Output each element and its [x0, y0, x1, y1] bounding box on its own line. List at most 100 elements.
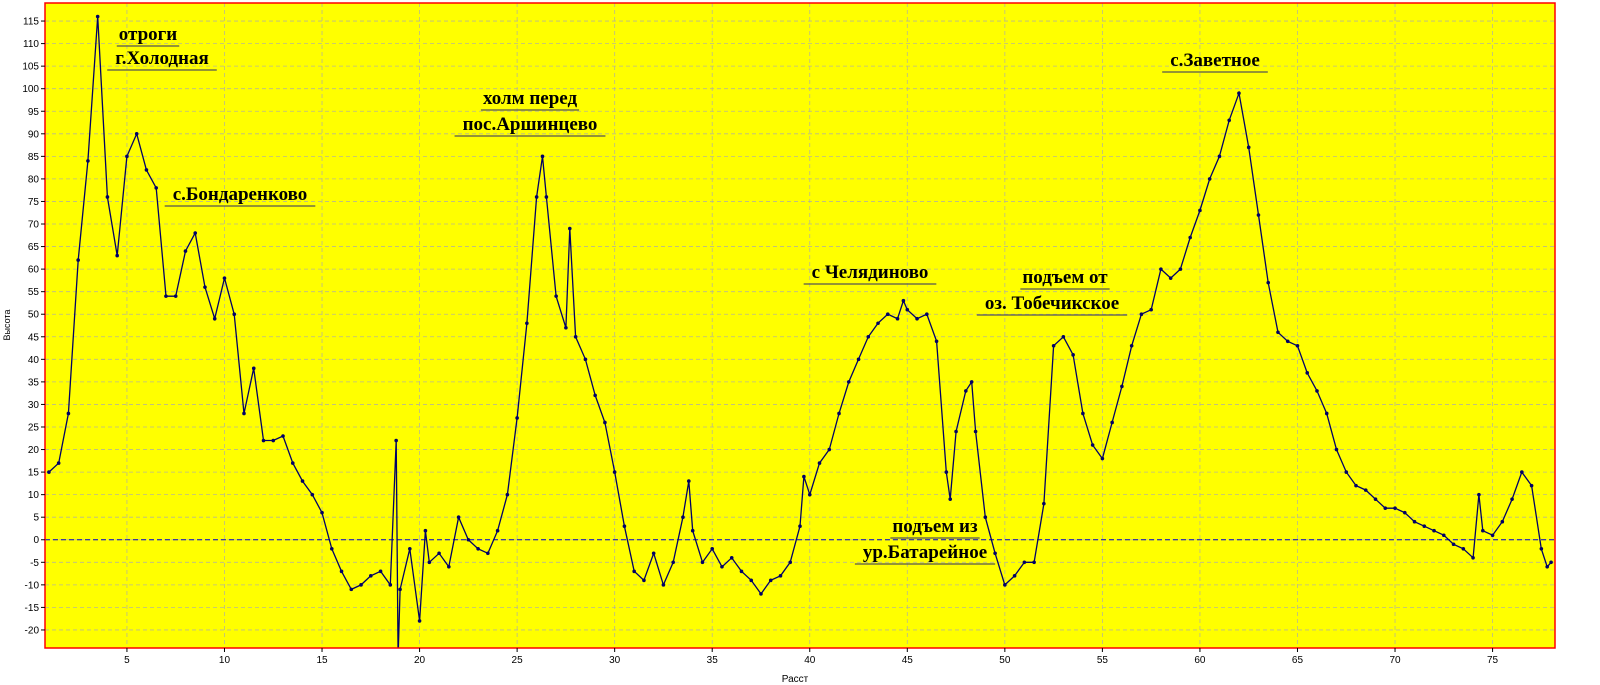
point — [954, 429, 958, 434]
point — [969, 380, 974, 384]
annotation: подъем от — [1022, 267, 1108, 288]
annotation: холм перед — [483, 88, 578, 109]
point — [1305, 371, 1310, 375]
point — [1090, 443, 1095, 447]
point — [1022, 560, 1027, 565]
point — [1256, 213, 1261, 217]
point — [686, 479, 691, 483]
point — [183, 249, 188, 253]
point — [56, 461, 61, 465]
point — [1477, 492, 1481, 497]
point — [681, 515, 685, 519]
point — [788, 560, 793, 565]
y-tick-label: -10 — [25, 580, 40, 591]
point — [320, 510, 324, 515]
point — [1198, 208, 1202, 213]
point — [1168, 276, 1173, 280]
point — [47, 470, 51, 474]
point — [540, 154, 545, 159]
point — [1178, 267, 1183, 271]
y-tick-label: 90 — [28, 129, 40, 140]
point — [1266, 280, 1271, 285]
point — [632, 569, 636, 574]
point — [837, 411, 841, 416]
annotation: оз. Тобечикское — [985, 293, 1119, 314]
point — [1042, 501, 1046, 506]
point — [554, 294, 558, 298]
point — [798, 524, 802, 529]
y-tick-label: 55 — [28, 287, 40, 298]
y-tick-label: 50 — [28, 310, 40, 321]
x-tick-label: 40 — [804, 655, 816, 666]
x-tick-label: 15 — [316, 655, 328, 666]
point — [1295, 343, 1300, 348]
x-tick-label: 10 — [219, 655, 231, 666]
y-tick-label: 25 — [28, 422, 40, 433]
point — [310, 492, 315, 497]
point — [1149, 307, 1153, 312]
point — [642, 578, 646, 583]
point — [154, 186, 159, 190]
y-tick-label: 35 — [28, 377, 40, 388]
point — [856, 357, 861, 362]
point — [271, 438, 276, 443]
point — [1545, 565, 1549, 569]
point — [544, 195, 549, 199]
point — [1373, 497, 1378, 501]
point — [505, 492, 510, 497]
point — [964, 389, 968, 393]
point — [456, 515, 461, 519]
point — [807, 492, 812, 497]
point — [905, 307, 910, 312]
y-tick-label: 10 — [28, 490, 40, 501]
point — [651, 551, 656, 556]
point — [86, 159, 90, 163]
point — [622, 524, 627, 529]
point — [1120, 384, 1124, 389]
point — [1500, 519, 1505, 524]
y-tick-label: 110 — [23, 39, 39, 50]
point — [661, 583, 666, 587]
point — [423, 528, 428, 533]
point — [901, 298, 906, 303]
plot-border — [44, 2, 1556, 649]
point — [290, 461, 295, 465]
point — [1412, 519, 1417, 524]
point — [222, 276, 227, 280]
x-tick-label: 45 — [902, 655, 914, 666]
point — [369, 574, 373, 578]
y-tick-label: 115 — [23, 17, 39, 28]
y-axis-label: Высота — [2, 310, 12, 341]
point — [944, 470, 949, 474]
point — [1012, 574, 1017, 578]
point — [242, 411, 246, 416]
point — [1285, 339, 1290, 344]
point — [1461, 546, 1466, 551]
point — [1539, 546, 1544, 551]
x-tick-label: 60 — [1194, 655, 1206, 666]
plot — [47, 14, 1553, 659]
point — [115, 253, 119, 258]
point — [567, 226, 572, 231]
point — [1510, 497, 1514, 501]
point — [427, 560, 432, 565]
point — [1441, 533, 1446, 538]
annotation: пос.Аршинцево — [463, 114, 598, 135]
point — [1227, 118, 1231, 123]
point — [739, 569, 744, 574]
point — [895, 316, 900, 321]
point — [476, 546, 480, 551]
point — [1334, 447, 1339, 452]
point — [700, 560, 705, 565]
y-tick-label: -5 — [30, 558, 39, 569]
point — [396, 655, 400, 659]
point — [349, 587, 354, 592]
y-tick-label: 95 — [28, 107, 40, 118]
point — [885, 312, 890, 317]
point — [1383, 506, 1388, 510]
y-tick-label: 100 — [22, 84, 39, 95]
point — [768, 578, 773, 583]
point — [417, 619, 422, 623]
point — [1393, 506, 1397, 510]
